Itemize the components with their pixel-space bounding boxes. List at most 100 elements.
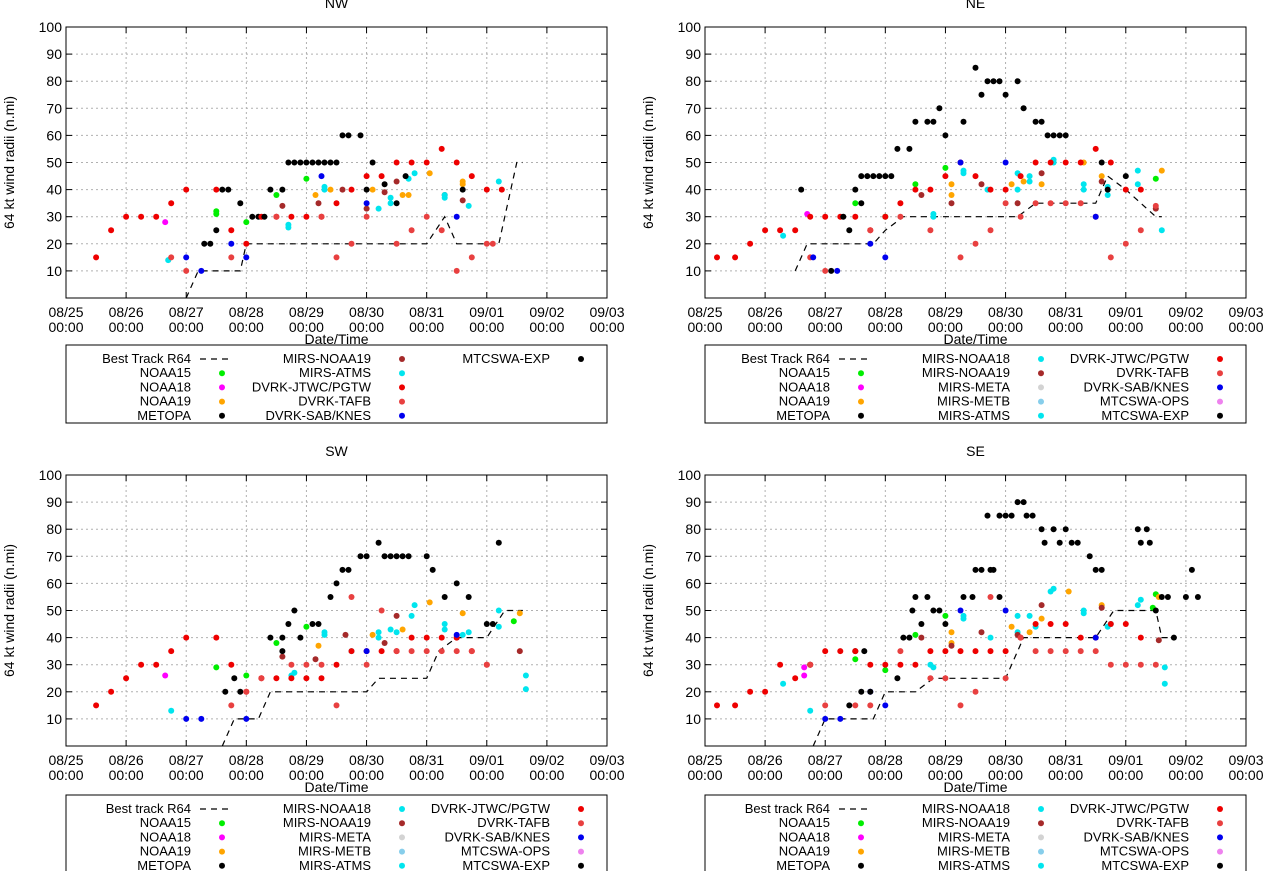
point-noaa15 bbox=[852, 200, 859, 207]
point-metopa bbox=[222, 688, 229, 695]
point-mirs-noaa19 bbox=[279, 653, 286, 660]
point-dvrk-jtwc-pgtw bbox=[93, 254, 100, 261]
x-tick-label-time: 00:00 bbox=[48, 767, 83, 783]
point-dvrk-jtwc-pgtw bbox=[168, 200, 175, 207]
point-dvrk-jtwc-pgtw bbox=[363, 173, 370, 180]
point-mtcswa-exp bbox=[345, 566, 352, 573]
point-noaa15 bbox=[942, 164, 949, 171]
point-noaa19 bbox=[426, 170, 433, 177]
point-dvrk-tafb bbox=[1077, 648, 1084, 655]
legend-dot-key bbox=[1217, 356, 1223, 362]
x-tick-label: 09/02 bbox=[1168, 304, 1203, 320]
point-mtcswa-exp bbox=[1020, 499, 1027, 506]
point-dvrk-jtwc-pgtw bbox=[1077, 634, 1084, 641]
point-dvrk-tafb bbox=[1047, 200, 1054, 207]
x-tick-label: 08/29 bbox=[289, 752, 324, 768]
point-dvrk-jtwc-pgtw bbox=[408, 634, 415, 641]
legend-dot-key bbox=[219, 834, 225, 841]
point-dvrk-jtwc-pgtw bbox=[1047, 159, 1054, 166]
point-mirs-atms bbox=[960, 167, 967, 174]
point-mtcswa-exp bbox=[978, 566, 985, 573]
point-dvrk-jtwc-pgtw bbox=[912, 661, 919, 668]
legend-dot-key bbox=[578, 862, 584, 869]
point-dvrk-jtwc-pgtw bbox=[987, 186, 994, 193]
point-mirs-atms bbox=[408, 612, 415, 619]
point-dvrk-tafb bbox=[333, 254, 340, 261]
legend-label: NOAA18 bbox=[140, 829, 191, 844]
legend-dot-key bbox=[1038, 848, 1044, 855]
point-mtcswa-exp bbox=[1143, 526, 1150, 533]
point-mirs-noaa18 bbox=[168, 707, 175, 714]
y-tick-label: 90 bbox=[685, 494, 701, 510]
point-dvrk-jtwc-pgtw bbox=[1107, 159, 1114, 166]
point-dvrk-tafb bbox=[1107, 254, 1114, 261]
point-dvrk-tafb bbox=[363, 213, 370, 220]
x-tick-label-time: 00:00 bbox=[868, 319, 903, 335]
legend-label: NOAA15 bbox=[779, 815, 830, 830]
point-dvrk-jtwc-pgtw bbox=[1122, 621, 1129, 627]
point-dvrk-jtwc-pgtw bbox=[807, 213, 814, 220]
point-mtcswa-exp bbox=[930, 118, 937, 125]
legend-label: DVRK-TAFB bbox=[1116, 815, 1189, 830]
point-mtcswa-exp bbox=[291, 607, 298, 614]
point-metopa bbox=[858, 200, 865, 207]
point-dvrk-jtwc-pgtw bbox=[288, 213, 295, 220]
x-tick-label: 08/25 bbox=[687, 304, 722, 320]
point-mtcswa-exp bbox=[972, 64, 979, 71]
point-mirs-noaa19 bbox=[1038, 170, 1045, 177]
point-mtcswa-exp bbox=[1074, 539, 1081, 546]
legend-dot-key bbox=[219, 370, 225, 377]
point-dvrk-tafb bbox=[867, 702, 874, 709]
legend-label: DVRK-SAB/KNES bbox=[266, 408, 372, 423]
point-noaa15 bbox=[912, 631, 919, 638]
point-mtcswa-exp bbox=[1014, 78, 1021, 85]
point-noaa19 bbox=[1026, 629, 1033, 636]
point-dvrk-jtwc-pgtw bbox=[777, 661, 784, 668]
point-dvrk-jtwc-pgtw bbox=[228, 227, 235, 234]
point-mirs-atms bbox=[1080, 607, 1087, 614]
y-tick-label: 60 bbox=[685, 575, 701, 591]
point-mtcswa-exp bbox=[1194, 594, 1201, 600]
x-tick-label-time: 00:00 bbox=[589, 767, 624, 783]
point-dvrk-jtwc-pgtw bbox=[837, 648, 844, 655]
point-mirs-noaa18 bbox=[1161, 680, 1168, 687]
y-tick-label: 30 bbox=[685, 657, 701, 673]
point-mtcswa-exp bbox=[1086, 553, 1093, 560]
point-dvrk-jtwc-pgtw bbox=[348, 648, 355, 655]
y-tick-label: 60 bbox=[46, 127, 62, 143]
point-metopa bbox=[279, 634, 286, 641]
point-noaa19 bbox=[459, 181, 466, 188]
legend-label: MIRS-METB bbox=[937, 844, 1010, 859]
legend-dot-key bbox=[1217, 820, 1223, 827]
legend-dot-key bbox=[578, 834, 584, 841]
point-dvrk-tafb bbox=[393, 648, 400, 655]
point-dvrk-tafb bbox=[1002, 675, 1009, 682]
x-axis-label: Date/Time bbox=[943, 779, 1007, 795]
point-mirs-noaa18 bbox=[1026, 178, 1033, 185]
point-dvrk-jtwc-pgtw bbox=[138, 213, 145, 220]
point-mtcswa-exp bbox=[918, 621, 925, 627]
point-dvrk-tafb bbox=[1062, 648, 1069, 655]
legend-label: NOAA18 bbox=[779, 829, 830, 844]
point-dvrk-jtwc-pgtw bbox=[303, 213, 310, 220]
point-dvrk-jtwc-pgtw bbox=[942, 173, 949, 180]
point-dvrk-sab-knes bbox=[1092, 213, 1099, 220]
point-noaa15 bbox=[243, 219, 250, 226]
point-dvrk-jtwc-pgtw bbox=[288, 675, 295, 682]
x-tick-label: 08/26 bbox=[109, 752, 144, 768]
x-tick-label: 09/03 bbox=[589, 752, 624, 768]
legend-dot-key bbox=[399, 398, 405, 405]
point-dvrk-jtwc-pgtw bbox=[972, 648, 979, 655]
point-dvrk-sab-knes bbox=[198, 715, 205, 722]
point-dvrk-tafb bbox=[303, 661, 310, 668]
point-noaa19 bbox=[312, 192, 319, 198]
point-mtcswa-exp bbox=[1032, 118, 1039, 125]
point-mtcswa-exp bbox=[1038, 526, 1045, 533]
point-noaa15 bbox=[510, 618, 517, 625]
legend-label: MTCSWA-EXP bbox=[1101, 408, 1189, 423]
x-tick-label: 08/25 bbox=[48, 304, 83, 320]
point-mtcswa-exp bbox=[423, 553, 430, 560]
point-dvrk-jtwc-pgtw bbox=[213, 634, 220, 641]
y-tick-label: 30 bbox=[46, 657, 62, 673]
